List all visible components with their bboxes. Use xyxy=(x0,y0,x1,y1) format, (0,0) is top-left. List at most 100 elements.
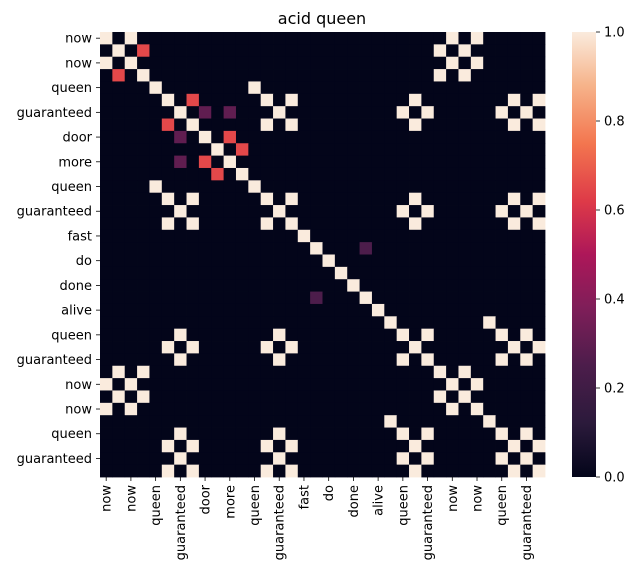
heatmap-cell xyxy=(532,439,546,453)
heatmap-cell xyxy=(409,464,422,478)
heatmap-cell xyxy=(137,192,150,206)
heatmap-cell xyxy=(371,365,385,379)
heatmap-cell xyxy=(421,242,435,255)
heatmap-cell xyxy=(260,452,274,466)
heatmap-cell xyxy=(137,155,150,169)
heatmap-cell xyxy=(520,81,534,95)
heatmap-cell xyxy=(470,130,484,144)
heatmap-cell xyxy=(483,242,496,255)
heatmap-cell xyxy=(223,93,237,107)
heatmap-cell xyxy=(260,303,274,317)
heatmap-cell xyxy=(174,167,187,181)
heatmap-cell xyxy=(297,303,311,317)
heatmap-cell xyxy=(421,415,435,428)
heatmap-cell xyxy=(100,279,113,292)
heatmap-cell xyxy=(186,242,200,255)
heatmap-cell xyxy=(458,44,472,58)
heatmap-cell xyxy=(161,130,175,144)
heatmap-cell xyxy=(384,217,398,231)
heatmap-cell xyxy=(446,452,459,466)
heatmap-cell xyxy=(285,205,299,218)
heatmap-cell xyxy=(520,390,534,404)
heatmap-cell xyxy=(297,155,311,169)
heatmap-cell xyxy=(211,378,225,391)
heatmap-cell xyxy=(137,93,150,107)
heatmap-cell xyxy=(310,291,323,305)
heatmap-cell xyxy=(174,266,187,280)
heatmap-cell xyxy=(223,328,237,342)
heatmap-cell xyxy=(211,452,225,466)
heatmap-cell xyxy=(396,291,410,305)
heatmap-cell xyxy=(198,155,212,169)
heatmap-cell xyxy=(371,118,385,132)
heatmap-cell xyxy=(248,242,262,255)
heatmap-cell xyxy=(248,130,262,144)
heatmap-cell xyxy=(396,69,410,82)
heatmap-cell xyxy=(248,180,262,194)
heatmap-cell xyxy=(396,32,410,45)
heatmap-cell xyxy=(137,365,150,379)
heatmap-cell xyxy=(211,242,225,255)
heatmap-cell xyxy=(310,415,323,428)
heatmap-cell xyxy=(446,328,459,342)
x-tick-label: alive xyxy=(372,485,387,516)
heatmap-cell xyxy=(161,143,175,157)
heatmap-cell xyxy=(384,242,398,255)
y-tick-label: queen xyxy=(51,81,92,96)
heatmap-cell xyxy=(211,118,225,132)
heatmap-cell xyxy=(347,32,360,45)
heatmap-cell xyxy=(198,353,212,367)
heatmap-cell xyxy=(458,390,472,404)
heatmap-cell xyxy=(470,291,484,305)
heatmap-cell xyxy=(470,205,484,218)
heatmap-cell xyxy=(483,143,496,157)
heatmap-cell xyxy=(359,402,373,416)
heatmap-cell xyxy=(322,427,336,441)
heatmap-cell xyxy=(421,81,435,95)
heatmap-cell xyxy=(186,155,200,169)
heatmap-cell xyxy=(285,130,299,144)
heatmap-cell xyxy=(310,439,323,453)
heatmap-cell xyxy=(458,180,472,194)
heatmap-cell xyxy=(322,167,336,181)
colorbar-tick-label: 0.8 xyxy=(604,115,625,130)
heatmap-cell xyxy=(124,44,138,58)
heatmap-cell xyxy=(100,390,113,404)
heatmap-cell xyxy=(520,254,534,268)
heatmap-cell xyxy=(458,56,472,70)
heatmap-cell xyxy=(235,81,249,95)
heatmap-cell xyxy=(100,205,113,218)
heatmap-cell xyxy=(532,390,546,404)
heatmap-cell xyxy=(137,254,150,268)
heatmap-cell xyxy=(198,44,212,58)
heatmap-cell xyxy=(421,106,435,119)
heatmap-cell xyxy=(124,266,138,280)
heatmap-cell xyxy=(409,155,422,169)
heatmap-cell xyxy=(409,427,422,441)
heatmap-cell xyxy=(297,32,311,45)
heatmap-cell xyxy=(421,56,435,70)
heatmap-cell xyxy=(174,192,187,206)
heatmap-cell xyxy=(186,254,200,268)
heatmap-cell xyxy=(483,69,496,82)
heatmap-cell xyxy=(458,266,472,280)
heatmap-cell xyxy=(322,130,336,144)
heatmap-cell xyxy=(112,341,126,354)
x-tick-label: queen xyxy=(396,485,411,526)
heatmap-cell xyxy=(384,439,398,453)
heatmap-cell xyxy=(458,93,472,107)
heatmap-cell xyxy=(198,56,212,70)
heatmap-cell xyxy=(100,316,113,330)
heatmap-cell xyxy=(211,167,225,181)
heatmap-cell xyxy=(260,242,274,255)
heatmap-cell xyxy=(149,390,163,404)
heatmap-cell xyxy=(322,180,336,194)
heatmap-cell xyxy=(297,390,311,404)
heatmap-cell xyxy=(124,464,138,478)
heatmap-cell xyxy=(137,341,150,354)
heatmap-cell xyxy=(137,427,150,441)
heatmap-cell xyxy=(273,81,286,95)
heatmap-cell xyxy=(100,155,113,169)
heatmap-cell xyxy=(310,254,323,268)
heatmap-cell xyxy=(421,192,435,206)
